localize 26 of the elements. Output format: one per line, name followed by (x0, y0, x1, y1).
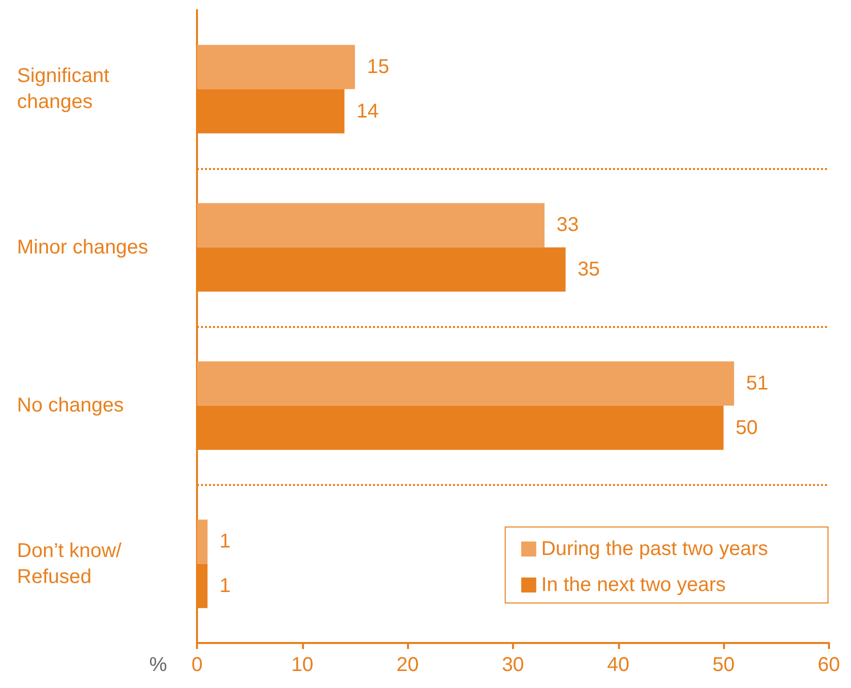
y-tick-label: Don’t know/Refused (17, 540, 122, 588)
data-label: 33 (556, 214, 579, 236)
data-label: 1 (220, 530, 231, 553)
x-tick-label: 40 (607, 654, 630, 676)
x-tick-label: 30 (502, 654, 524, 676)
data-label: 50 (736, 416, 758, 439)
bar (197, 520, 208, 564)
bar (197, 203, 545, 248)
bar (197, 44, 355, 90)
data-label: 35 (578, 258, 600, 281)
x-axis-title: % (149, 654, 168, 676)
data-label: 15 (366, 56, 390, 78)
y-tick-label: No changes (17, 394, 124, 417)
x-tick-label: 60 (818, 654, 840, 676)
y-tick-label: Significant changes (17, 65, 115, 114)
data-label: 51 (746, 372, 768, 394)
data-label: 14 (356, 100, 379, 122)
data-label: 1 (220, 575, 231, 598)
y-tick-label: Minor changes (17, 236, 148, 258)
x-tick-label: 10 (291, 654, 314, 676)
x-tick-label: 0 (191, 654, 203, 676)
x-tick-label: 20 (396, 654, 419, 676)
bar (197, 361, 734, 406)
legend-label: In the next two years (541, 574, 726, 596)
legend-label: During the past two years (541, 538, 768, 560)
x-tick-label: 50 (712, 654, 735, 676)
